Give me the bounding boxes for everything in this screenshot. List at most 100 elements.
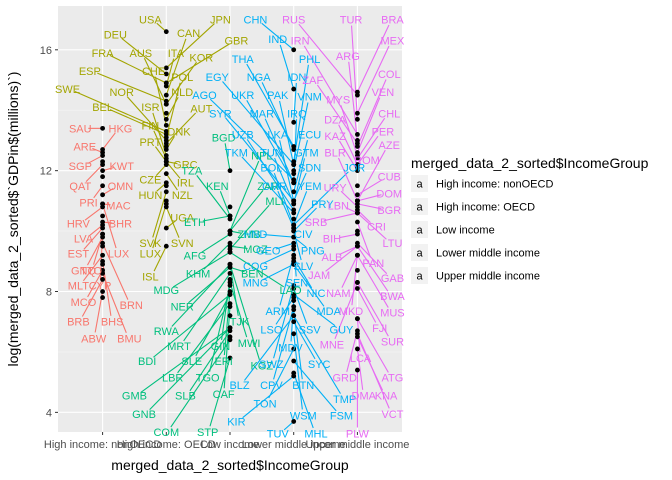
label-connector xyxy=(303,45,358,135)
country-label: HUN xyxy=(138,190,162,202)
label-connector xyxy=(154,76,167,126)
data-point xyxy=(100,213,105,219)
data-point xyxy=(227,304,233,310)
data-point xyxy=(355,228,360,234)
data-point xyxy=(163,110,169,116)
label-connector xyxy=(165,82,181,138)
legend-label: High income: OECD xyxy=(436,202,535,214)
data-point xyxy=(355,219,360,225)
label-connector xyxy=(102,203,117,249)
country-label: ARG xyxy=(336,51,360,63)
country-label: MWI xyxy=(238,338,261,350)
country-label: SYR xyxy=(209,108,232,120)
label-connector xyxy=(219,191,231,217)
country-label: PHL xyxy=(299,54,320,66)
data-point xyxy=(163,225,169,231)
country-label: DMA xyxy=(352,391,377,403)
label-connector xyxy=(293,64,309,162)
country-label: CAN xyxy=(177,28,200,40)
country-label: UGA xyxy=(170,212,195,224)
label-connector xyxy=(121,37,167,75)
data-point xyxy=(355,210,360,216)
country-label: SAU xyxy=(69,123,92,135)
label-connector xyxy=(241,156,295,214)
data-point xyxy=(291,331,297,337)
label-connector xyxy=(229,266,245,273)
country-label: IRQ xyxy=(287,108,307,120)
label-connector xyxy=(357,194,382,202)
label-connector xyxy=(165,206,180,238)
data-point xyxy=(291,307,297,313)
data-point xyxy=(355,165,360,171)
label-connector xyxy=(183,273,231,342)
label-connector xyxy=(81,279,104,317)
country-label: IND xyxy=(268,34,287,46)
label-connector xyxy=(165,23,215,69)
country-label: LVA xyxy=(74,234,94,246)
country-label: SEN xyxy=(286,277,309,289)
label-connector xyxy=(293,102,309,171)
country-label: TON xyxy=(254,398,277,410)
country-label: CAF xyxy=(213,389,235,401)
data-point xyxy=(355,132,360,137)
country-label: BWA xyxy=(380,291,405,303)
legend-key-glyph: a xyxy=(416,271,423,283)
country-label: GUY xyxy=(330,324,355,336)
data-point xyxy=(291,292,297,297)
label-connector xyxy=(264,118,295,183)
country-label: ALB xyxy=(322,252,343,264)
country-label: CPV xyxy=(260,380,283,392)
label-connector xyxy=(293,263,325,307)
country-label: MLT xyxy=(68,280,89,292)
country-label: ECU xyxy=(298,129,321,141)
country-label: KAZ xyxy=(324,131,346,143)
label-connector xyxy=(356,245,389,292)
legend-key-glyph: a xyxy=(416,248,423,260)
country-label: AZE xyxy=(379,140,400,152)
data-point xyxy=(163,171,169,177)
data-point xyxy=(163,71,169,77)
country-label: TMP xyxy=(333,394,356,406)
legend-label: Low income xyxy=(436,225,495,237)
x-tick-label: High income: OECD xyxy=(117,439,216,451)
data-point xyxy=(355,331,360,337)
label-connector xyxy=(166,43,230,84)
country-label: EGY xyxy=(206,72,230,84)
label-connector xyxy=(152,191,167,238)
label-connector xyxy=(293,172,307,202)
country-label: FRA xyxy=(92,48,115,60)
country-label: BMU xyxy=(117,333,142,345)
data-point xyxy=(163,243,169,249)
country-label: MNE xyxy=(320,339,344,351)
country-label: MKD xyxy=(339,306,364,318)
country-label: GNB xyxy=(132,409,156,421)
data-point xyxy=(100,168,105,174)
country-label: CZE xyxy=(139,175,161,187)
data-point xyxy=(227,334,233,340)
label-connector xyxy=(152,112,167,156)
x-tick-label: Low income xyxy=(201,439,260,451)
label-connector xyxy=(87,270,104,298)
data-point xyxy=(291,198,297,204)
label-connector xyxy=(356,97,381,153)
country-label: MAC xyxy=(106,200,131,212)
label-connector xyxy=(357,203,382,210)
country-label: SLB xyxy=(175,391,196,403)
country-label: MLI xyxy=(265,196,283,208)
data-point xyxy=(227,313,233,319)
country-label: GMB xyxy=(122,391,147,403)
data-point xyxy=(355,192,360,198)
x-tick-label: Upper middle income xyxy=(305,439,409,451)
country-label: GTM xyxy=(294,148,318,160)
data-point xyxy=(227,270,233,276)
label-connector xyxy=(275,242,294,250)
data-point xyxy=(355,280,360,285)
data-point xyxy=(291,162,297,168)
country-label: NIC xyxy=(307,288,326,300)
country-label: LUX xyxy=(108,249,130,261)
legend-label: Lower middle income xyxy=(436,248,540,260)
label-connector xyxy=(84,206,103,221)
country-label: DOM xyxy=(376,188,402,200)
data-point xyxy=(100,261,105,267)
